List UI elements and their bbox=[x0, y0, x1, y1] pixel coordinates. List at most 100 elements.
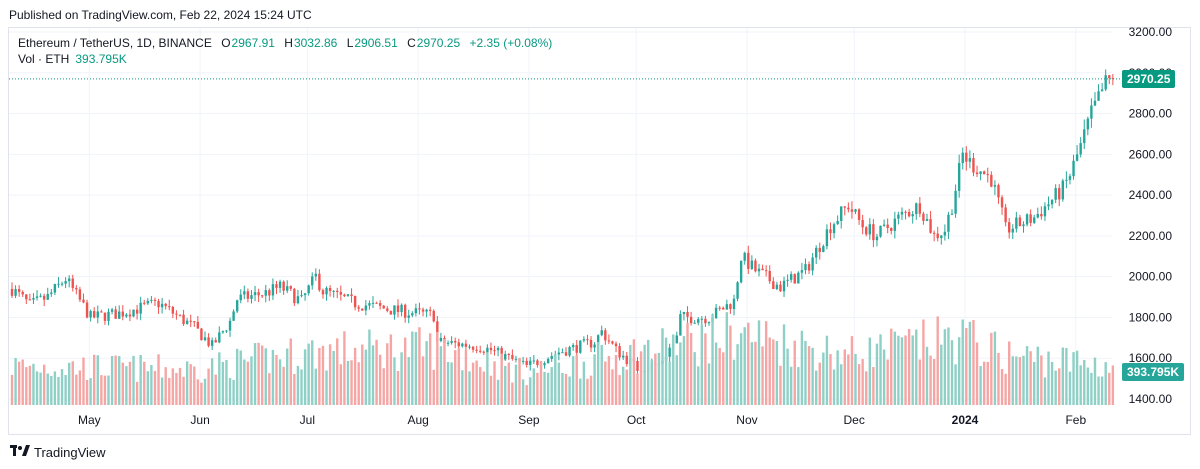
candle-body bbox=[1104, 75, 1107, 90]
candle-body bbox=[811, 257, 814, 271]
candle-body bbox=[918, 203, 922, 214]
candle-body bbox=[621, 355, 625, 358]
candle-body bbox=[339, 291, 343, 295]
candle-body bbox=[965, 152, 968, 162]
volume-bar bbox=[961, 319, 964, 405]
candle-body bbox=[325, 288, 328, 295]
time-tick-label: May bbox=[78, 413, 101, 427]
candle-body bbox=[1008, 222, 1011, 233]
candle-body bbox=[243, 291, 246, 295]
candle-body bbox=[768, 270, 771, 282]
price-tick-label: 1800.00 bbox=[1129, 310, 1173, 324]
candle-body bbox=[450, 340, 453, 343]
volume-bar bbox=[972, 320, 975, 405]
volume-bar bbox=[829, 354, 832, 405]
volume-bar bbox=[278, 359, 282, 405]
volume-bar bbox=[750, 342, 754, 405]
volume-bar bbox=[46, 373, 49, 405]
candle-body bbox=[386, 308, 389, 311]
candle-body bbox=[464, 343, 468, 347]
volume-bar bbox=[593, 354, 596, 405]
volume-bar bbox=[554, 354, 557, 405]
volume-bar bbox=[507, 362, 511, 405]
candle-body bbox=[143, 302, 146, 304]
candle-body bbox=[596, 335, 600, 345]
volume-bar bbox=[847, 354, 850, 405]
candle-body bbox=[729, 304, 732, 309]
open-value: 2967.91 bbox=[231, 36, 275, 50]
footer-brand[interactable]: TradingView bbox=[34, 445, 106, 460]
change-value: +2.35 (+0.08%) bbox=[469, 36, 553, 50]
candle-body bbox=[175, 313, 178, 315]
volume-bar bbox=[775, 340, 779, 405]
candle-body bbox=[718, 307, 721, 309]
candle-body bbox=[403, 304, 407, 318]
tradingview-logo-icon[interactable] bbox=[10, 445, 30, 460]
volume-bar bbox=[1043, 377, 1047, 405]
volume-bar bbox=[536, 372, 539, 405]
chart-frame bbox=[8, 27, 1191, 435]
volume-bar bbox=[1065, 347, 1068, 405]
candle-body bbox=[153, 299, 157, 301]
volume-bar bbox=[214, 374, 217, 405]
candle-body bbox=[761, 268, 764, 271]
candle-body bbox=[232, 311, 235, 321]
candle-body bbox=[782, 280, 786, 292]
volume-bar bbox=[210, 358, 214, 405]
volume-bar bbox=[228, 378, 232, 405]
volume-bar bbox=[868, 337, 872, 405]
candle-body bbox=[393, 305, 396, 315]
volume-bar bbox=[200, 382, 203, 405]
candle-body bbox=[747, 252, 750, 269]
candle-body bbox=[932, 232, 936, 234]
volume-bar bbox=[1008, 341, 1011, 405]
candle-body bbox=[1000, 197, 1004, 208]
candle-body bbox=[286, 286, 289, 291]
volume-bar bbox=[1079, 365, 1082, 405]
candle-body bbox=[268, 290, 271, 296]
volume-bar bbox=[479, 367, 482, 405]
candle-body bbox=[882, 224, 886, 226]
volume-bar bbox=[550, 367, 553, 405]
volume-bar bbox=[296, 365, 300, 405]
candle-body bbox=[321, 290, 325, 295]
volume-bar bbox=[629, 345, 632, 405]
candle-body bbox=[775, 284, 779, 290]
candle-body bbox=[550, 356, 553, 359]
candle-body bbox=[182, 314, 185, 325]
volume-bar bbox=[28, 365, 32, 405]
volume-bar bbox=[182, 376, 185, 405]
candle-body bbox=[704, 318, 707, 324]
volume-label[interactable]: Vol · ETH bbox=[18, 52, 70, 66]
candle-body bbox=[1015, 217, 1018, 229]
volume-bar bbox=[357, 362, 360, 405]
candle-body bbox=[536, 360, 539, 366]
candle-body bbox=[546, 358, 550, 364]
volume-bar bbox=[193, 366, 196, 405]
volume-bar bbox=[257, 342, 260, 405]
volume-bar bbox=[539, 360, 543, 405]
volume-bar bbox=[160, 377, 164, 405]
volume-bar bbox=[1083, 359, 1086, 405]
volume-bar bbox=[654, 353, 657, 405]
candle-body bbox=[679, 314, 682, 336]
candle-body bbox=[489, 347, 493, 351]
volume-bar bbox=[139, 354, 142, 405]
volume-bar bbox=[514, 364, 518, 405]
candle-body bbox=[336, 290, 339, 292]
symbol-label[interactable]: Ethereum / TetherUS, 1D, BINANCE bbox=[18, 36, 212, 50]
candle-body bbox=[1054, 188, 1057, 200]
volume-bar bbox=[253, 343, 257, 405]
volume-bar bbox=[589, 375, 593, 405]
volume-bar bbox=[232, 379, 235, 405]
candle-body bbox=[614, 343, 618, 347]
volume-bar bbox=[679, 342, 682, 405]
volume-bar bbox=[707, 363, 711, 405]
price-tick-label: 2600.00 bbox=[1129, 147, 1173, 161]
candle-body bbox=[804, 264, 807, 271]
volume-bar bbox=[282, 366, 285, 405]
candle-body bbox=[814, 247, 818, 258]
volume-bar bbox=[482, 371, 485, 405]
volume-bar bbox=[382, 368, 385, 405]
